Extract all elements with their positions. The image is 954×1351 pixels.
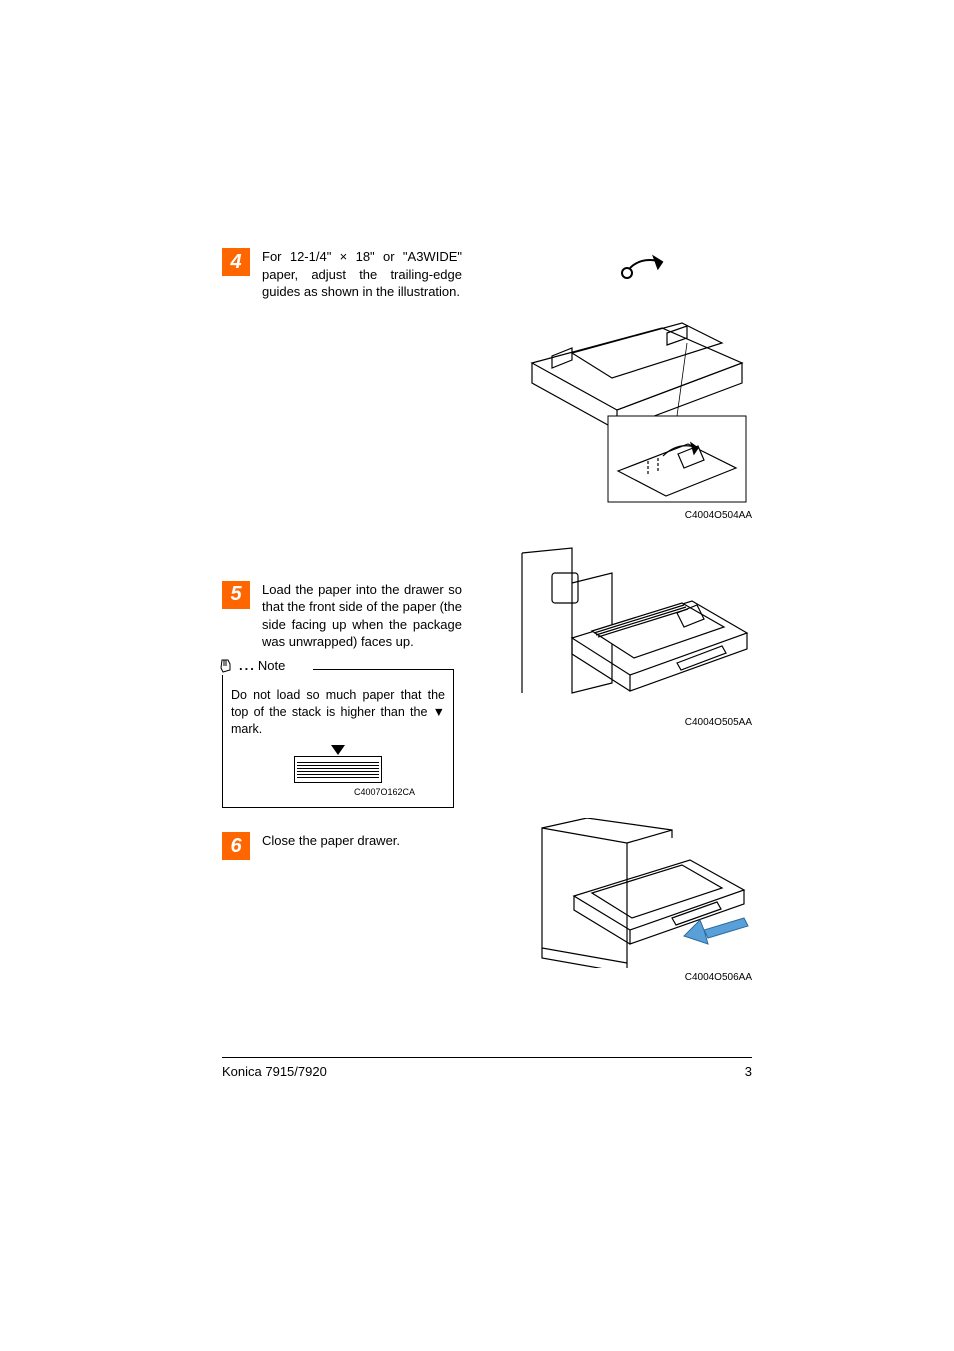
hand-icon — [217, 657, 235, 675]
content-area: 4 For 12-1/4" × 18" or "A3WIDE" paper, a… — [222, 248, 752, 876]
step-6-text: Close the paper drawer. — [262, 832, 462, 850]
note-header: ... Note — [217, 657, 289, 675]
figure-step-4: C4004O504AA — [512, 248, 752, 521]
note-box: ... Note Do not load so much paper that … — [222, 669, 454, 809]
figure-step-6: C4004O506AA — [512, 818, 752, 983]
figure-step-5: C4004O505AA — [512, 543, 752, 728]
figure-6-caption: C4004O506AA — [512, 972, 752, 983]
step-number-5: 5 — [222, 581, 250, 609]
stack-lines — [294, 756, 382, 783]
figure-4-caption: C4004O504AA — [512, 510, 752, 521]
footer-page-number: 3 — [745, 1064, 752, 1079]
footer-text: Konica 7915/7920 3 — [222, 1064, 752, 1079]
load-paper-illustration — [512, 543, 752, 713]
footer-left: Konica 7915/7920 — [222, 1064, 327, 1079]
page: 4 For 12-1/4" × 18" or "A3WIDE" paper, a… — [0, 0, 954, 1351]
step-4-text: For 12-1/4" × 18" or "A3WIDE" paper, adj… — [262, 248, 462, 301]
figure-5-caption: C4004O505AA — [512, 717, 752, 728]
stack-diagram — [293, 745, 383, 783]
note-top-rule — [313, 669, 453, 670]
step-number-6: 6 — [222, 832, 250, 860]
triangle-down-icon — [331, 745, 345, 755]
note-text: Do not load so much paper that the top o… — [231, 687, 445, 738]
note-diagram-caption: C4007O162CA — [231, 787, 445, 797]
note-dots: ... — [239, 658, 256, 673]
note-label: Note — [258, 658, 285, 673]
step-5-text: Load the paper into the drawer so that t… — [262, 581, 462, 651]
drawer-guides-illustration — [512, 248, 752, 506]
footer-rule — [222, 1057, 752, 1058]
step-number-4: 4 — [222, 248, 250, 276]
close-drawer-illustration — [512, 818, 752, 968]
page-footer: Konica 7915/7920 3 — [222, 1057, 752, 1079]
